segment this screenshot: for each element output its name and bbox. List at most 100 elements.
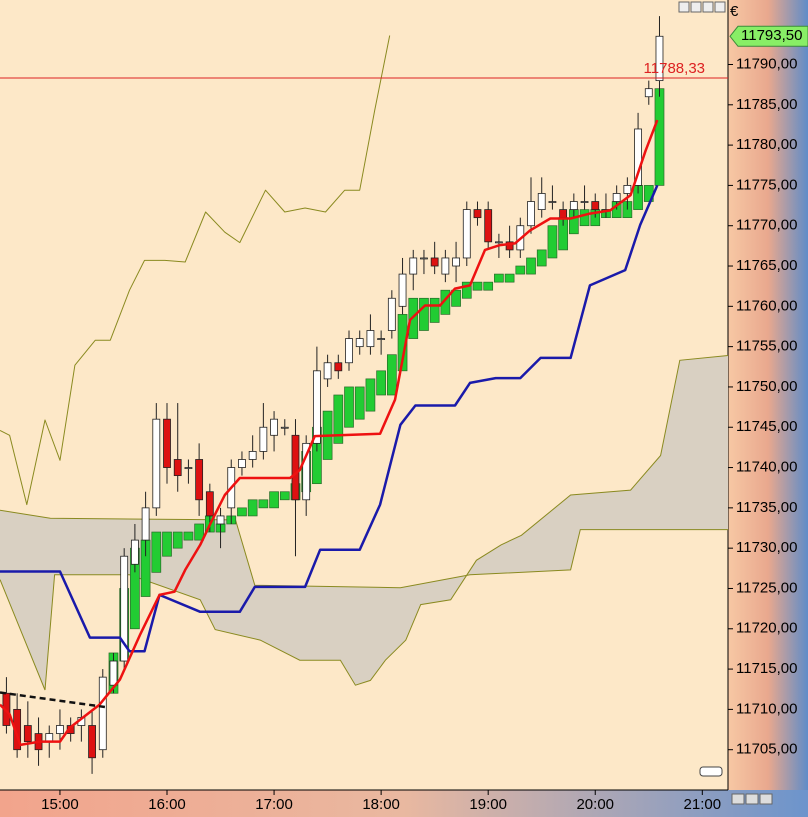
block bbox=[386, 354, 397, 396]
y-tick-label: 11790,00 bbox=[736, 55, 797, 72]
last-price-tag bbox=[729, 25, 808, 47]
candle-body bbox=[655, 35, 664, 82]
block bbox=[376, 370, 386, 396]
price-line-label: 11788,33 bbox=[644, 60, 705, 77]
block bbox=[237, 507, 247, 517]
candle-body bbox=[152, 418, 161, 509]
candle-body bbox=[334, 362, 343, 372]
x-tick-label: 17:00 bbox=[255, 796, 293, 813]
indicator-line bbox=[0, 119, 659, 747]
block bbox=[365, 378, 376, 412]
time-axis bbox=[0, 790, 808, 817]
y-tick-label: 11715,00 bbox=[736, 660, 797, 677]
candle-body bbox=[462, 209, 471, 259]
y-tick-label: 11760,00 bbox=[736, 297, 797, 314]
block bbox=[515, 265, 526, 275]
x-tick-label: 20:00 bbox=[576, 796, 614, 813]
candle-body bbox=[569, 201, 578, 210]
candle-body bbox=[580, 201, 589, 203]
candle-body bbox=[430, 257, 439, 267]
button[interactable] bbox=[702, 1, 714, 13]
y-tick-label: 11770,00 bbox=[736, 217, 797, 234]
candle-body bbox=[644, 88, 653, 98]
block bbox=[547, 225, 558, 259]
zoom-button[interactable] bbox=[731, 793, 745, 805]
y-tick-label: 11725,00 bbox=[736, 579, 797, 596]
block bbox=[344, 386, 354, 428]
y-tick-label: 11735,00 bbox=[736, 499, 797, 516]
candle-body bbox=[163, 418, 171, 468]
candle-body bbox=[345, 338, 353, 364]
candle-body bbox=[98, 676, 107, 751]
plot-layer: 11788,33 bbox=[0, 16, 729, 774]
candle-body bbox=[484, 209, 493, 243]
candle-body bbox=[238, 459, 246, 468]
candle-body bbox=[505, 241, 514, 251]
block bbox=[162, 531, 172, 557]
block bbox=[654, 88, 665, 186]
block bbox=[461, 281, 472, 299]
block bbox=[258, 499, 269, 509]
candle-body bbox=[494, 241, 503, 244]
candle-body bbox=[141, 507, 150, 541]
window-buttons[interactable] bbox=[678, 1, 726, 13]
candle-body bbox=[205, 491, 214, 517]
y-tick-label: 11720,00 bbox=[736, 620, 797, 637]
candle-body bbox=[173, 459, 182, 477]
candle-body bbox=[280, 426, 289, 429]
candle-body bbox=[88, 725, 96, 759]
y-tick-label: 11765,00 bbox=[736, 257, 797, 274]
candle-body bbox=[259, 426, 268, 452]
block bbox=[472, 281, 483, 291]
button[interactable] bbox=[678, 1, 690, 13]
block bbox=[504, 273, 515, 283]
block bbox=[494, 273, 504, 283]
x-tick-label: 15:00 bbox=[41, 796, 79, 813]
block bbox=[172, 531, 183, 549]
block bbox=[483, 281, 494, 291]
y-tick-label: 11780,00 bbox=[736, 136, 797, 153]
block bbox=[429, 297, 440, 323]
indicator-line bbox=[0, 691, 106, 709]
block bbox=[269, 491, 279, 509]
block bbox=[183, 531, 194, 541]
candle-body bbox=[109, 660, 118, 686]
y-tick-label: 11710,00 bbox=[736, 700, 797, 717]
last-price-label: 11793,50 bbox=[741, 27, 802, 44]
candle-body bbox=[291, 434, 300, 501]
y-tick-label: 11705,00 bbox=[736, 741, 797, 758]
candle-body bbox=[248, 451, 257, 460]
candle-body bbox=[559, 209, 568, 219]
indicator-line bbox=[0, 35, 391, 506]
block bbox=[451, 289, 461, 307]
y-tick-label: 11755,00 bbox=[736, 338, 797, 355]
block bbox=[419, 297, 429, 331]
candle-body bbox=[323, 362, 332, 380]
zoom-button[interactable] bbox=[745, 793, 759, 805]
button[interactable] bbox=[714, 1, 726, 13]
candle-body bbox=[398, 273, 407, 307]
cloud-line bbox=[0, 509, 728, 589]
block bbox=[526, 257, 536, 275]
candle-body bbox=[130, 539, 139, 565]
candle-body bbox=[612, 193, 621, 202]
y-tick-label: 11745,00 bbox=[736, 418, 797, 435]
candle-body bbox=[355, 338, 364, 348]
candle-body bbox=[452, 257, 460, 267]
cloud-line bbox=[0, 355, 729, 691]
x-tick-label: 16:00 bbox=[148, 796, 186, 813]
candle-body bbox=[184, 467, 193, 469]
button[interactable] bbox=[690, 1, 702, 13]
block bbox=[194, 523, 204, 541]
scroll-icon[interactable] bbox=[699, 766, 723, 777]
candle-body bbox=[23, 725, 32, 743]
candle-body bbox=[623, 185, 632, 194]
candle-body bbox=[195, 459, 204, 501]
zoom-button[interactable] bbox=[759, 793, 773, 805]
y-tick-label: 11740,00 bbox=[736, 459, 797, 476]
block bbox=[440, 289, 451, 315]
block bbox=[354, 386, 365, 420]
candle-body bbox=[634, 128, 642, 186]
candle-body bbox=[548, 201, 557, 203]
